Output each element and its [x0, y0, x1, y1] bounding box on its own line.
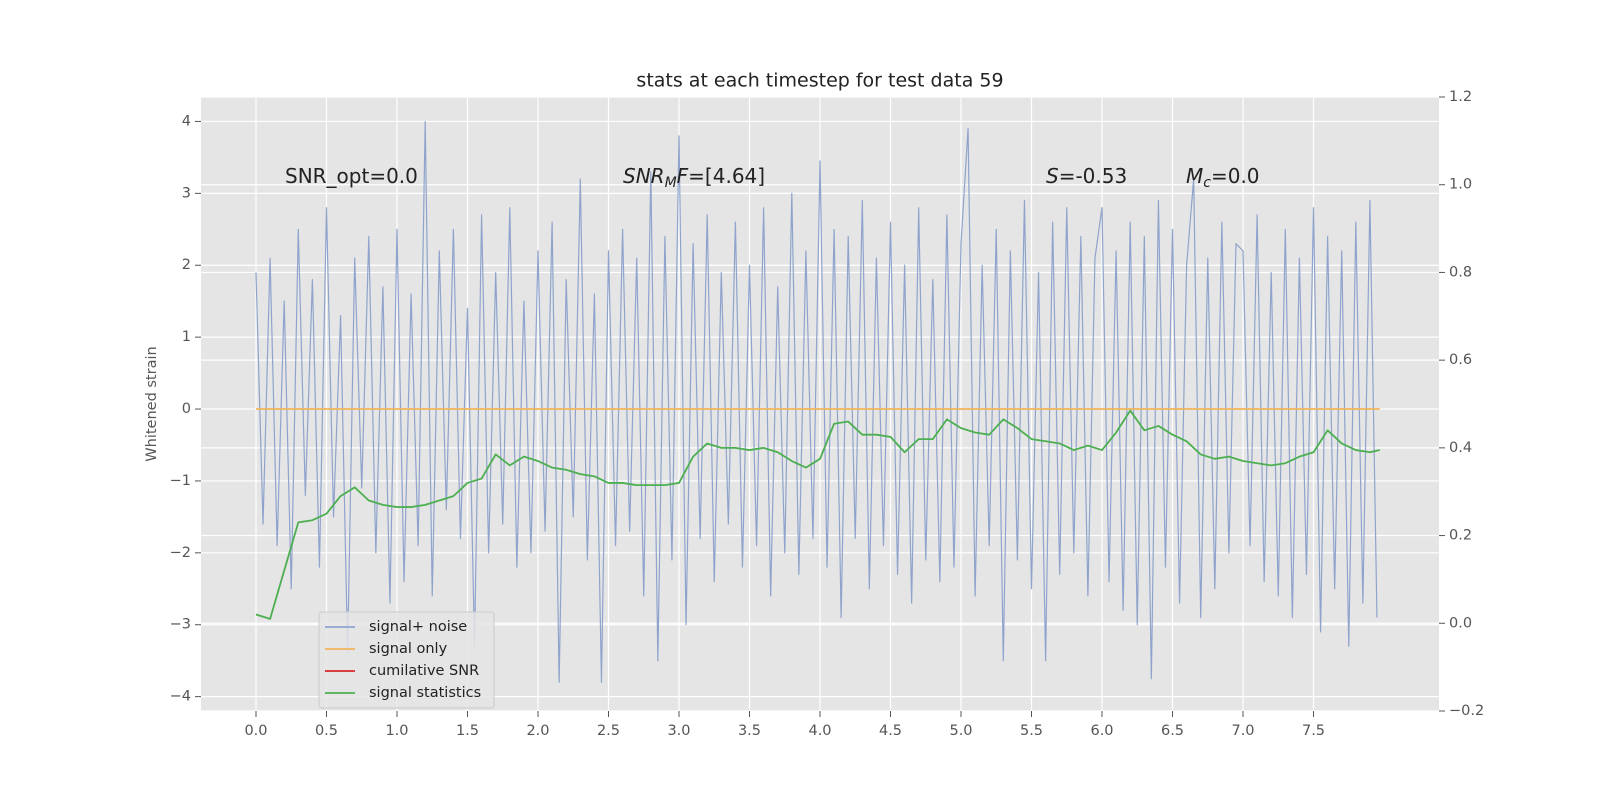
annotation: SNRMF=[4.64] [623, 164, 765, 192]
annotation-part: SNR_opt=0.0 [285, 164, 418, 188]
x-tick-label: 1.0 [385, 723, 408, 739]
legend-label: signal+ noise [369, 619, 467, 635]
legend-label: cumilative SNR [369, 663, 479, 679]
y2-tick-label: 0.6 [1449, 352, 1472, 368]
y-axis-label: Whitened strain [144, 346, 160, 461]
x-tick-label: 2.0 [526, 723, 549, 739]
annotation-part: =-0.53 [1059, 164, 1128, 188]
y-tick-label: −4 [170, 689, 191, 705]
annotation-part: =[4.64] [688, 164, 765, 188]
series-line [255, 120, 1378, 683]
y-tick-label: 0 [182, 401, 191, 417]
annotation: SNR_opt=0.0 [285, 164, 418, 188]
y-tick-label: 2 [182, 257, 191, 273]
x-tick-label: 5.5 [1020, 723, 1043, 739]
y-tick-label: 4 [182, 113, 191, 129]
annotation-part: M [1186, 164, 1203, 188]
x-tick-label: 4.5 [879, 723, 902, 739]
series-line [255, 409, 1380, 620]
x-tick-label: 7.5 [1302, 723, 1325, 739]
legend-label: signal only [369, 641, 448, 657]
annotation-part: M [665, 175, 677, 191]
legend-label: signal statistics [369, 685, 481, 701]
annotation-part: S [1046, 164, 1059, 188]
x-tick-label: 6.5 [1161, 723, 1184, 739]
y2-tick-label: 0.0 [1449, 615, 1472, 631]
annotation-part: SNR [623, 164, 665, 188]
y2-tick-label: 1.2 [1449, 89, 1472, 105]
y2-tick-label: 0.8 [1449, 264, 1472, 280]
y-tick-label: 3 [182, 185, 191, 201]
chart-title: stats at each timestep for test data 59 [636, 70, 1003, 92]
x-tick-label: 0.0 [244, 723, 267, 739]
y2-tick-label: 0.4 [1449, 440, 1472, 456]
y-tick-label: −2 [170, 545, 191, 561]
x-tick-label: 4.0 [808, 723, 831, 739]
x-tick-label: 1.5 [456, 723, 479, 739]
y-tick-label: −3 [170, 617, 191, 633]
y-tick-label: −1 [170, 473, 191, 489]
legend-box [318, 611, 495, 709]
annotation-part: c [1203, 175, 1211, 191]
annotation: S=-0.53 [1046, 164, 1127, 188]
x-tick-label: 0.5 [315, 723, 338, 739]
x-tick-label: 6.0 [1090, 723, 1113, 739]
x-tick-label: 2.5 [597, 723, 620, 739]
x-tick-label: 3.0 [667, 723, 690, 739]
annotation-part: F [677, 164, 689, 188]
y-tick-label: 1 [182, 329, 191, 345]
x-tick-label: 3.5 [738, 723, 761, 739]
y2-tick-label: 1.0 [1449, 177, 1472, 193]
y2-tick-label: 0.2 [1449, 528, 1472, 544]
annotation-part: =0.0 [1211, 164, 1260, 188]
x-tick-label: 7.0 [1231, 723, 1254, 739]
annotation: Mc=0.0 [1186, 164, 1260, 192]
x-tick-label: 5.0 [949, 723, 972, 739]
y2-tick-label: −0.2 [1449, 703, 1484, 719]
